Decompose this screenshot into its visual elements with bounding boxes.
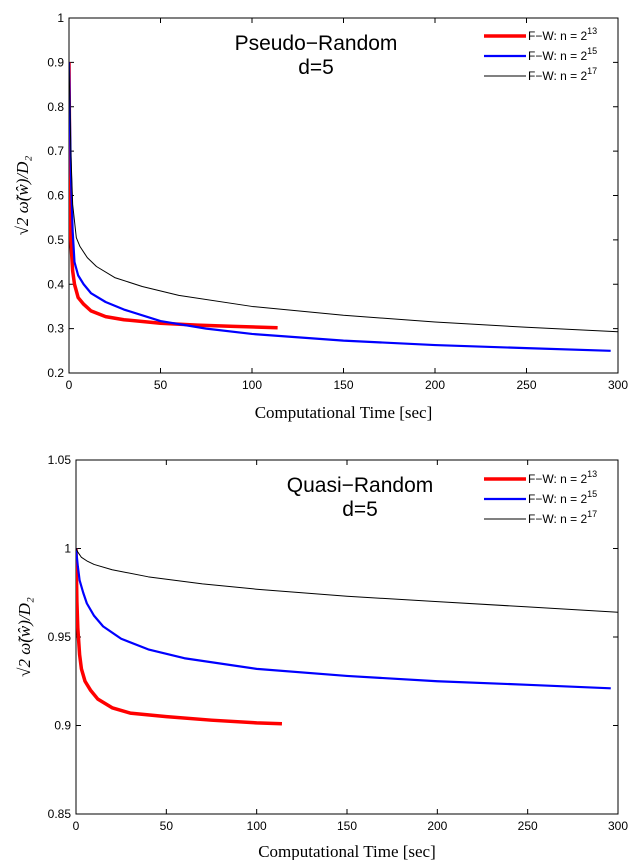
y-tick-label: 0.2 (47, 366, 64, 380)
series-line-2 (69, 62, 611, 352)
series-line-3 (69, 62, 618, 333)
x-axis-title: Computational Time [sec] (255, 403, 433, 422)
y-tick-label: 0.3 (47, 322, 64, 336)
x-tick-label: 300 (608, 378, 628, 392)
series-line-1 (76, 548, 283, 726)
x-tick-label: 100 (242, 378, 262, 392)
chart-annotation: d=5 (342, 498, 378, 521)
x-tick-label: 50 (154, 378, 168, 392)
y-tick-label: 0.7 (47, 144, 64, 158)
series-line-1 (69, 62, 278, 330)
chart-panel-1: 0 50 100 150 200 250 300 0.2 0.3 0.4 0.5 0.6 0.7 0.8 0… (13, 11, 628, 422)
y-axis-title: √2 ω̃(ŵ)/D₂ (15, 597, 34, 677)
y-tick-label: 1 (57, 11, 64, 25)
x-tick-label: 200 (427, 819, 447, 833)
y-tick-label: 0.5 (47, 233, 64, 247)
x-tick-label: 150 (333, 378, 353, 392)
y-tick-label: 0.95 (48, 630, 72, 644)
x-tick-label: 50 (160, 819, 174, 833)
chart-annotation: Quasi−Random (287, 474, 434, 497)
legend-label: F−W: n = 213 (528, 26, 597, 43)
legend-label: F−W: n = 213 (528, 469, 597, 486)
legend: F−W: n = 213 F−W: n = 215 F−W: n = 217 (484, 469, 597, 526)
x-axis-title: Computational Time [sec] (258, 842, 436, 860)
y-axis-title: √2 ω̃(ŵ)/D₂ (13, 156, 32, 236)
x-tick-label: 150 (337, 819, 357, 833)
y-tick-label: 0.9 (47, 55, 64, 69)
y-tick-label: 1 (64, 542, 71, 556)
x-tick-label: 250 (516, 378, 536, 392)
y-tick-label: 0.85 (48, 807, 72, 821)
y-tick-label: 0.8 (47, 100, 64, 114)
x-tick-label: 200 (425, 378, 445, 392)
y-tick-label: 0.4 (47, 277, 64, 291)
series-line-3 (76, 548, 618, 613)
legend-label: F−W: n = 215 (528, 489, 597, 506)
x-tick-label: 0 (66, 378, 73, 392)
legend-label: F−W: n = 217 (528, 509, 597, 526)
chart-panel-2: 0 50 100 150 200 250 300 0.85 0.9 0.95 1 1.05 Quasi−… (15, 453, 628, 860)
chart-annotation: Pseudo−Random (235, 32, 398, 55)
x-tick-label: 100 (247, 819, 267, 833)
series-line-2 (76, 548, 611, 690)
legend-label: F−W: n = 215 (528, 46, 597, 63)
y-tick-label: 1.05 (48, 453, 72, 467)
legend-label: F−W: n = 217 (528, 66, 597, 83)
x-tick-label: 250 (518, 819, 538, 833)
x-tick-label: 0 (73, 819, 80, 833)
legend: F−W: n = 213 F−W: n = 215 F−W: n = 217 (484, 26, 597, 83)
y-tick-label: 0.6 (47, 189, 64, 203)
x-tick-label: 300 (608, 819, 628, 833)
chart-annotation: d=5 (298, 56, 334, 79)
y-tick-label: 0.9 (54, 719, 71, 733)
